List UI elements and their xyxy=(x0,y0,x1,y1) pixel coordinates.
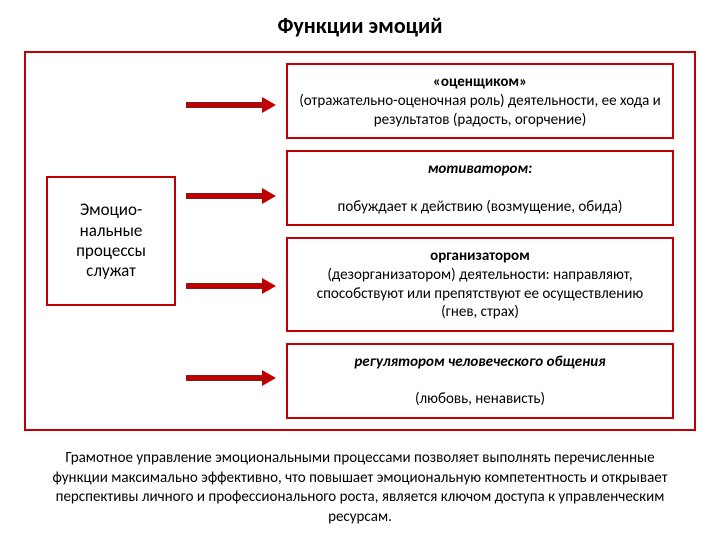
slide-title: Функции эмоций xyxy=(24,12,696,39)
function-desc: (любовь, ненависть) xyxy=(354,372,605,410)
function-box: «оценщиком» (отражательно-оценочная роль… xyxy=(286,63,674,139)
source-box-text: Эмоцио-нальные процессы служат xyxy=(54,200,168,282)
slide: Функции эмоций Эмоцио-нальные процессы с… xyxy=(0,0,720,540)
function-term: организатором xyxy=(430,247,530,265)
function-term: мотиватором: xyxy=(428,160,533,178)
function-term: «оценщиком» xyxy=(433,73,527,91)
function-box: мотиватором:побуждает к действию (возмущ… xyxy=(286,150,674,226)
function-desc: (дезорганизатором) деятельности: направл… xyxy=(298,266,662,322)
diagram-frame: Эмоцио-нальные процессы служат «оценщико… xyxy=(24,51,696,431)
arrow-icon xyxy=(186,100,276,110)
function-desc: побуждает к действию (возмущение, обида) xyxy=(338,179,623,217)
arrow-icon xyxy=(186,373,276,383)
function-desc: (отражательно-оценочная роль) деятельнос… xyxy=(298,92,662,130)
function-box: регулятором человеческого общения(любовь… xyxy=(286,343,674,419)
arrow-icon xyxy=(186,281,276,291)
functions-column: «оценщиком» (отражательно-оценочная роль… xyxy=(286,63,674,419)
function-term: регулятором человеческого общения xyxy=(354,353,605,371)
function-box: организатором (дезорганизатором) деятель… xyxy=(286,237,674,332)
source-box: Эмоцио-нальные процессы служат xyxy=(46,176,176,306)
footer-text: Грамотное управление эмоциональными проц… xyxy=(24,449,696,527)
arrow-icon xyxy=(186,191,276,201)
